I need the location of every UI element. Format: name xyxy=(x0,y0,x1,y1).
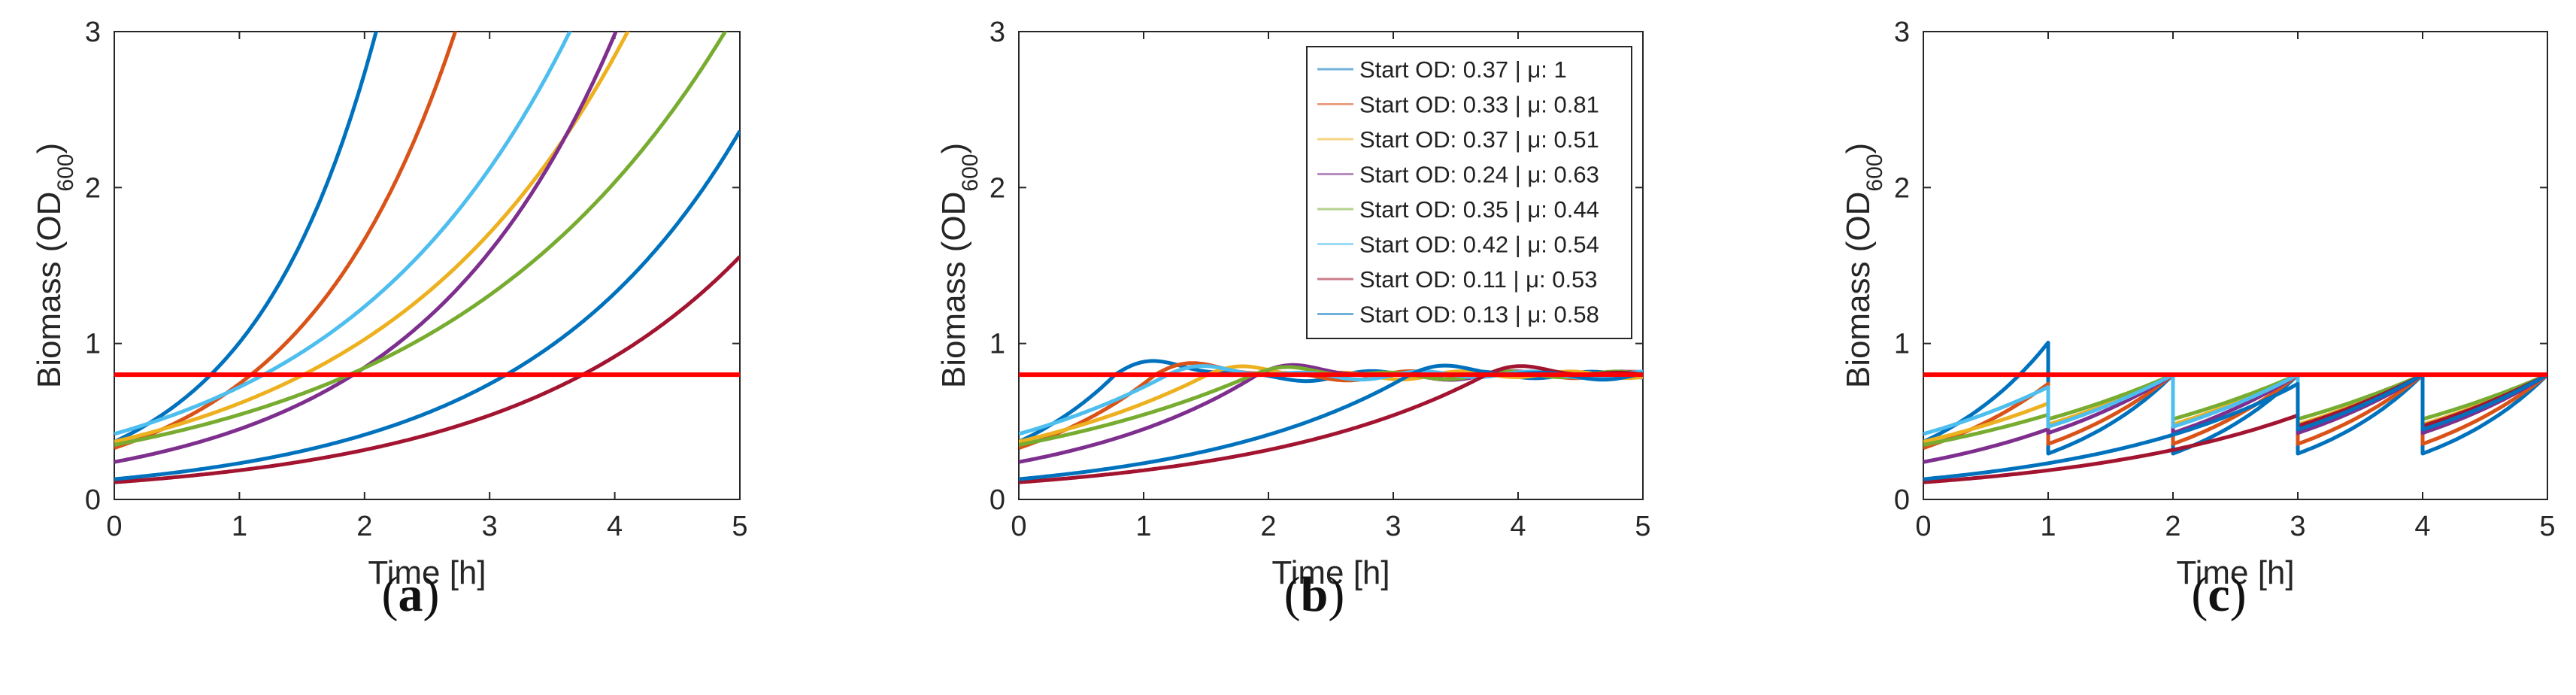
series-line-2 xyxy=(114,32,458,450)
x-tick-label: 4 xyxy=(2414,511,2430,542)
x-tick-label: 0 xyxy=(1011,511,1026,542)
chart-panel-a: 0 1 2 3 4 5 0 1 2 3 Time [h] Biomass (OD600) (a) xyxy=(31,17,748,622)
legend-box xyxy=(1306,46,1632,339)
panel-label: (c) xyxy=(2191,567,2246,622)
plot-area-frame xyxy=(1018,31,1644,500)
series-line-7 xyxy=(1923,372,2547,484)
x-axis-label: Time [h] xyxy=(1271,554,1390,591)
chart-panel-b: 0 1 2 3 4 5 0 1 2 3 Time [h] Biomass (OD600) Start O… xyxy=(935,17,1651,622)
legend-entry: Start OD: 0.42 | μ: 0.54 xyxy=(1359,232,1599,258)
x-axis-label: Time [h] xyxy=(2176,554,2294,591)
x-tick-label: 2 xyxy=(356,511,372,542)
series-line-8 xyxy=(114,129,740,481)
y-tick-label: 2 xyxy=(1894,172,1910,204)
y-tick-label: 1 xyxy=(1894,329,1910,360)
y-tick-label: 1 xyxy=(85,329,101,360)
series-line-1 xyxy=(114,32,378,444)
x-tick-label: 0 xyxy=(1915,511,1931,542)
y-tick-label: 1 xyxy=(989,329,1005,360)
x-tick-label: 4 xyxy=(1510,511,1526,542)
x-tick-label: 1 xyxy=(2040,511,2056,542)
series-line-5 xyxy=(1923,372,2547,447)
x-tick-label: 3 xyxy=(482,511,498,542)
series-line-7 xyxy=(114,255,740,484)
x-tick-label: 3 xyxy=(2290,511,2305,542)
x-tick-label: 2 xyxy=(2165,511,2181,542)
legend-entry: Start OD: 0.37 | μ: 1 xyxy=(1359,56,1567,83)
y-axis-label: Biomass (OD600) xyxy=(31,143,78,388)
y-axis-label: Biomass (OD600) xyxy=(935,143,983,388)
x-axis-label: Time [h] xyxy=(368,554,486,591)
legend: Start OD: 0.37 | μ: 1 Start OD: 0.33 | μ:… xyxy=(1306,46,1632,339)
legend-entry: Start OD: 0.11 | μ: 0.53 xyxy=(1359,266,1598,293)
legend-entry: Start OD: 0.13 | μ: 0.58 xyxy=(1359,302,1599,328)
panel-label: (a) xyxy=(382,567,440,622)
series-group xyxy=(1019,359,1643,484)
y-tick-label: 0 xyxy=(85,484,101,516)
series-line-4 xyxy=(1923,372,2547,464)
x-tick-label: 5 xyxy=(1635,511,1650,542)
chart-panel-c: 0 1 2 3 4 5 0 1 2 3 Time [h] Biomass (OD600) (c) xyxy=(1840,17,2556,622)
y-tick-label: 3 xyxy=(989,17,1005,48)
series-line-3 xyxy=(114,32,630,444)
y-tick-label: 0 xyxy=(989,484,1005,516)
x-tick-label: 0 xyxy=(106,511,122,542)
series-line-1 xyxy=(1923,341,2547,456)
series-group xyxy=(1923,341,2547,484)
y-tick-label: 2 xyxy=(989,172,1005,204)
legend-entry: Start OD: 0.35 | μ: 0.44 xyxy=(1359,196,1599,223)
legend-entry: Start OD: 0.37 | μ: 0.51 xyxy=(1359,126,1599,153)
series-group xyxy=(114,32,740,484)
series-line-5 xyxy=(114,32,728,447)
x-tick-label: 2 xyxy=(1260,511,1276,542)
x-tick-label: 5 xyxy=(732,511,747,542)
panel-label: (b) xyxy=(1284,567,1345,622)
plot-area-frame xyxy=(1923,31,2548,500)
legend-entry: Start OD: 0.33 | μ: 0.81 xyxy=(1359,92,1599,118)
y-tick-label: 3 xyxy=(1894,17,1910,48)
y-tick-label: 0 xyxy=(1894,484,1910,516)
x-tick-label: 4 xyxy=(607,511,623,542)
legend-entry: Start OD: 0.24 | μ: 0.63 xyxy=(1359,162,1599,188)
series-line-4 xyxy=(114,32,618,464)
series-line-6 xyxy=(114,32,572,436)
x-tick-label: 1 xyxy=(1135,511,1151,542)
x-tick-label: 5 xyxy=(2539,511,2555,542)
y-tick-label: 3 xyxy=(85,17,101,48)
y-tick-label: 2 xyxy=(85,172,101,204)
x-tick-label: 3 xyxy=(1385,511,1401,542)
plot-area-frame xyxy=(114,31,741,500)
series-line-7 xyxy=(1019,364,1643,484)
series-line-8 xyxy=(1923,372,2547,481)
x-tick-label: 1 xyxy=(232,511,247,542)
y-axis-label: Biomass (OD600) xyxy=(1840,143,1887,388)
